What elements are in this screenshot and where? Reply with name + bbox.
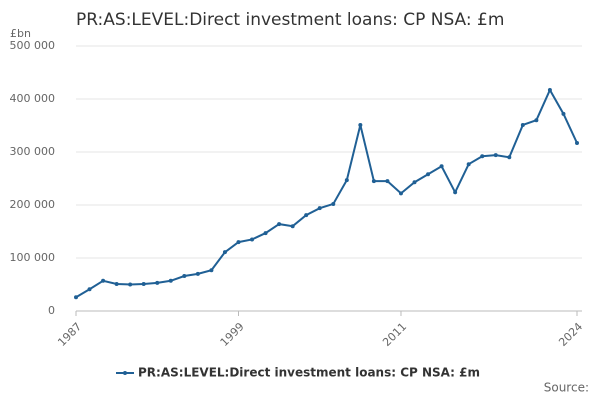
point	[561, 111, 566, 116]
point	[331, 201, 336, 206]
point	[398, 191, 403, 196]
point	[304, 213, 309, 218]
legend-label: PR:AS:LEVEL:Direct investment loans: CP …	[138, 366, 480, 380]
point	[317, 206, 322, 211]
point	[250, 237, 255, 242]
y-tick-label: 0	[48, 304, 55, 317]
point	[480, 154, 485, 159]
x-tick-label: 1999	[218, 320, 247, 349]
point	[426, 172, 431, 177]
point	[114, 281, 119, 286]
point	[263, 231, 268, 236]
point	[520, 122, 525, 127]
point	[493, 153, 498, 158]
point	[547, 87, 552, 92]
x-tick-label: 2011	[380, 320, 409, 349]
y-tick-label: 100 000	[10, 251, 56, 264]
point	[155, 280, 160, 285]
y-unit: £bn	[10, 27, 31, 40]
point	[74, 295, 78, 300]
point	[209, 268, 214, 273]
point	[222, 250, 227, 255]
point	[453, 190, 458, 195]
chart-title: PR:AS:LEVEL:Direct investment loans: CP …	[76, 10, 504, 30]
point	[358, 122, 363, 127]
point	[277, 222, 282, 227]
point	[182, 274, 187, 279]
point	[101, 278, 106, 283]
point	[141, 281, 146, 286]
y-tick-label: 500 000	[10, 39, 56, 52]
point	[507, 155, 512, 160]
legend-marker	[123, 371, 127, 375]
source: Source:	[544, 381, 589, 395]
y-tick-label: 400 000	[10, 92, 56, 105]
point	[168, 278, 173, 283]
point	[466, 162, 471, 167]
point	[371, 179, 376, 184]
line	[75, 87, 578, 299]
y-tick-label: 300 000	[10, 145, 56, 158]
point	[128, 282, 133, 287]
point	[412, 180, 417, 185]
point	[236, 240, 241, 245]
point	[87, 287, 92, 292]
point	[534, 118, 539, 123]
point	[344, 178, 349, 183]
point	[195, 271, 200, 276]
y-tick-label: 200 000	[10, 198, 56, 211]
point	[439, 164, 444, 169]
point	[575, 140, 579, 145]
x-tick-label: 1987	[55, 320, 84, 349]
point	[290, 224, 295, 229]
x-tick-label: 2024	[556, 320, 585, 349]
point	[385, 179, 390, 184]
